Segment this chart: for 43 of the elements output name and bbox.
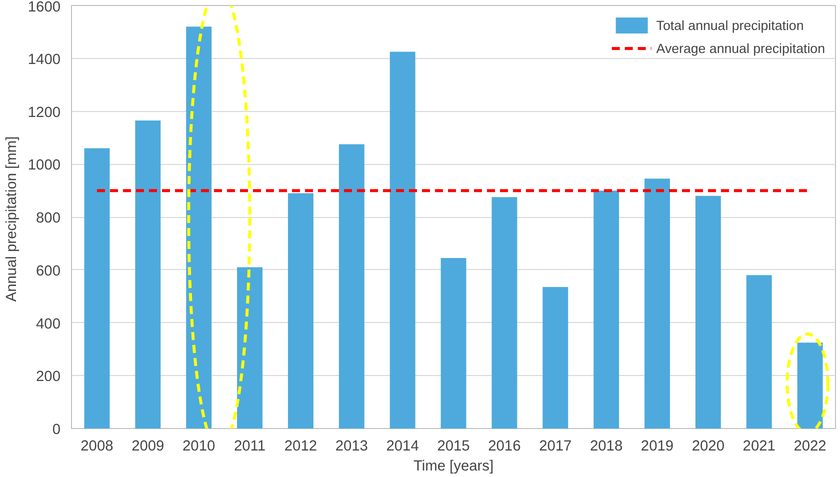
y-tick-label: 1000 <box>28 158 61 174</box>
x-tick-label: 2014 <box>386 438 419 454</box>
x-tick-label: 2017 <box>539 438 572 454</box>
y-tick-label: 200 <box>36 369 61 386</box>
bar <box>492 197 518 428</box>
x-tick-label: 2009 <box>132 438 164 454</box>
y-tick-label: 1400 <box>28 52 61 68</box>
bar <box>542 287 568 428</box>
x-tick-label: 2015 <box>437 438 470 454</box>
y-tick-label: 400 <box>36 316 61 332</box>
x-tick-label: 2012 <box>284 438 318 454</box>
bar <box>594 190 620 428</box>
y-tick-label: 600 <box>36 263 61 280</box>
bar <box>186 26 212 428</box>
bar <box>746 275 772 428</box>
y-tick-label: 1600 <box>28 0 61 16</box>
x-tick-label: 2008 <box>80 438 114 454</box>
x-tick-label: 2019 <box>640 438 674 454</box>
x-tick-label: 2016 <box>488 438 521 454</box>
y-tick-label: 800 <box>36 210 61 226</box>
x-tick-label: 2011 <box>234 438 266 454</box>
bar <box>338 144 364 428</box>
bar <box>644 178 670 428</box>
bar <box>288 193 314 428</box>
legend-label: Total annual precipitation <box>656 18 804 32</box>
x-tick-label: 2022 <box>794 438 826 454</box>
x-axis-title: Time [years] <box>413 458 494 474</box>
x-tick-label: 2018 <box>590 438 623 454</box>
bar <box>135 120 161 428</box>
y-tick-label: 0 <box>52 422 61 438</box>
bar <box>390 52 416 428</box>
x-tick-label: 2010 <box>182 438 216 454</box>
bar <box>237 267 262 428</box>
y-tick-label: 1200 <box>28 104 61 121</box>
bar <box>797 342 823 428</box>
bar <box>695 196 721 428</box>
x-tick-label: 2020 <box>692 438 724 454</box>
x-tick-label: 2021 <box>742 438 776 454</box>
bar <box>84 148 110 428</box>
legend-label: Average annual precipitation <box>656 40 825 56</box>
x-tick-label: 2013 <box>335 438 368 454</box>
y-axis-title: Annual precipitation [mm] <box>4 136 20 302</box>
bar <box>440 258 466 428</box>
